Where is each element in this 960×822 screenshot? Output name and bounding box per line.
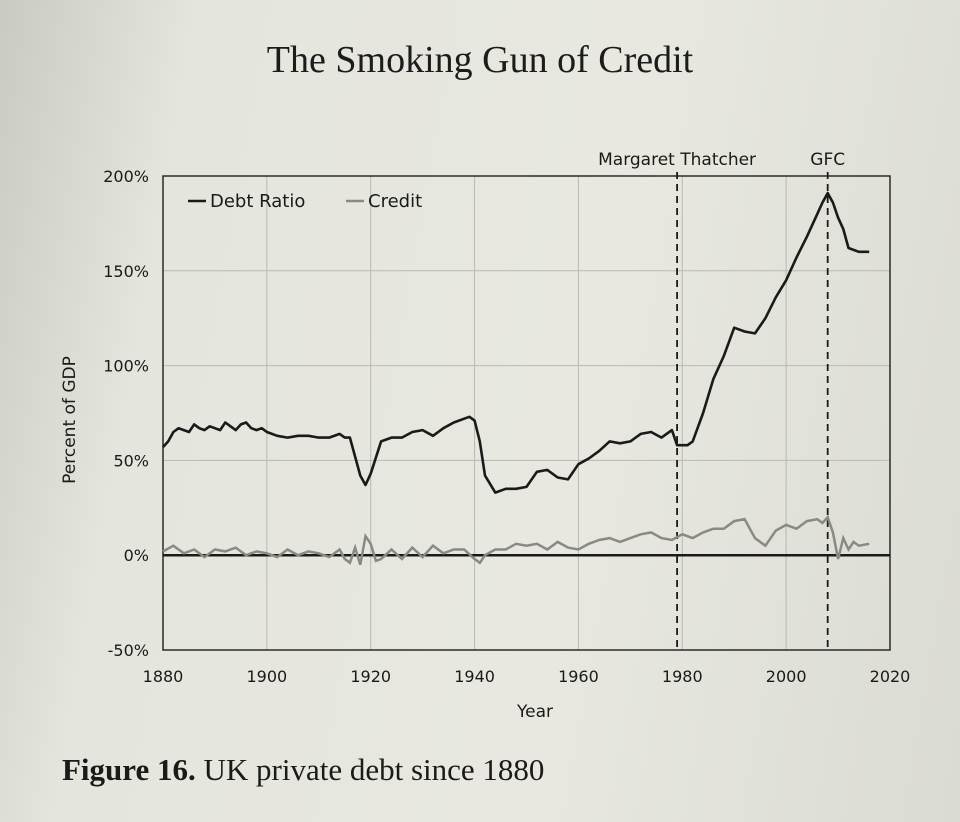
x-tick-label: 1940: [454, 667, 495, 686]
series-line-debt-ratio: [162, 191, 870, 494]
chart-page-title: The Smoking Gun of Credit: [266, 39, 694, 81]
x-tick-label: 1900: [246, 667, 287, 686]
annotations: Margaret Thatcher GFC: [598, 150, 845, 650]
legend-label-debt-ratio: Debt Ratio: [210, 191, 305, 212]
legend: Debt Ratio Credit: [188, 191, 422, 212]
x-tick-label: 1920: [350, 667, 391, 686]
x-tick-label: 1880: [143, 667, 184, 686]
figure-caption: Figure 16. UK private debt since 1880: [62, 752, 544, 788]
figure-caption-text: UK private debt since 1880: [195, 752, 545, 787]
y-tick-label: 50%: [113, 451, 149, 470]
annotation-label: Margaret Thatcher: [598, 150, 756, 170]
y-tick-label: 100%: [103, 357, 149, 376]
figure-number: Figure 16.: [62, 752, 196, 787]
y-tick-label: -50%: [108, 641, 149, 660]
legend-label-credit: Credit: [368, 191, 422, 212]
y-axis-ticks: 200% 150% 100% 50% 0% -50%: [103, 167, 149, 660]
x-tick-label: 1960: [558, 667, 599, 686]
plot-area-frame: [162, 175, 891, 651]
annotation-label: GFC: [810, 150, 845, 170]
x-axis-ticks: 1880 1900 1920 1940 1960 1980 2000 2020: [143, 667, 911, 686]
grid: [162, 175, 891, 651]
x-axis-label: Year: [516, 702, 553, 722]
y-tick-label: 200%: [103, 167, 149, 186]
series-line-credit: [162, 514, 870, 566]
x-tick-label: 2020: [870, 667, 911, 686]
x-tick-label: 2000: [766, 667, 807, 686]
y-axis-label: Percent of GDP: [60, 356, 80, 484]
y-tick-label: 150%: [103, 262, 149, 281]
y-tick-label: 0%: [124, 546, 149, 565]
x-tick-label: 1980: [662, 667, 703, 686]
